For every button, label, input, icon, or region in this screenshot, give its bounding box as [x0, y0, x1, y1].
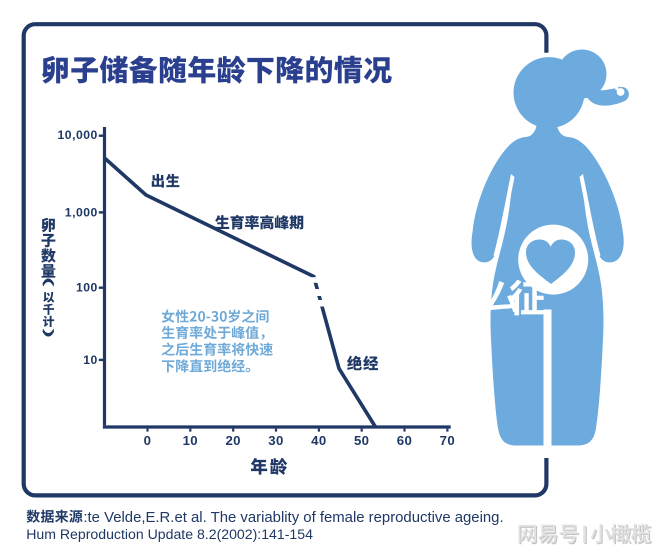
svg-text:1,000: 1,000: [65, 205, 98, 219]
svg-text:60: 60: [397, 433, 412, 448]
svg-text:100: 100: [76, 281, 98, 295]
svg-text:50: 50: [354, 433, 369, 448]
svg-text:10: 10: [83, 353, 98, 367]
svg-text:30: 30: [268, 433, 283, 448]
svg-text:40: 40: [311, 433, 326, 448]
svg-text:10,000: 10,000: [58, 128, 98, 142]
svg-text:20: 20: [225, 433, 240, 448]
svg-text:Hum Reproduction Update 8.2(20: Hum Reproduction Update 8.2(2002):141-15…: [26, 526, 313, 542]
svg-text::te Velde,E.R.et al. The varia: :te Velde,E.R.et al. The variablity of f…: [83, 510, 503, 526]
svg-text:10: 10: [183, 433, 198, 448]
svg-text:70: 70: [440, 433, 455, 448]
svg-text:0: 0: [144, 433, 152, 448]
